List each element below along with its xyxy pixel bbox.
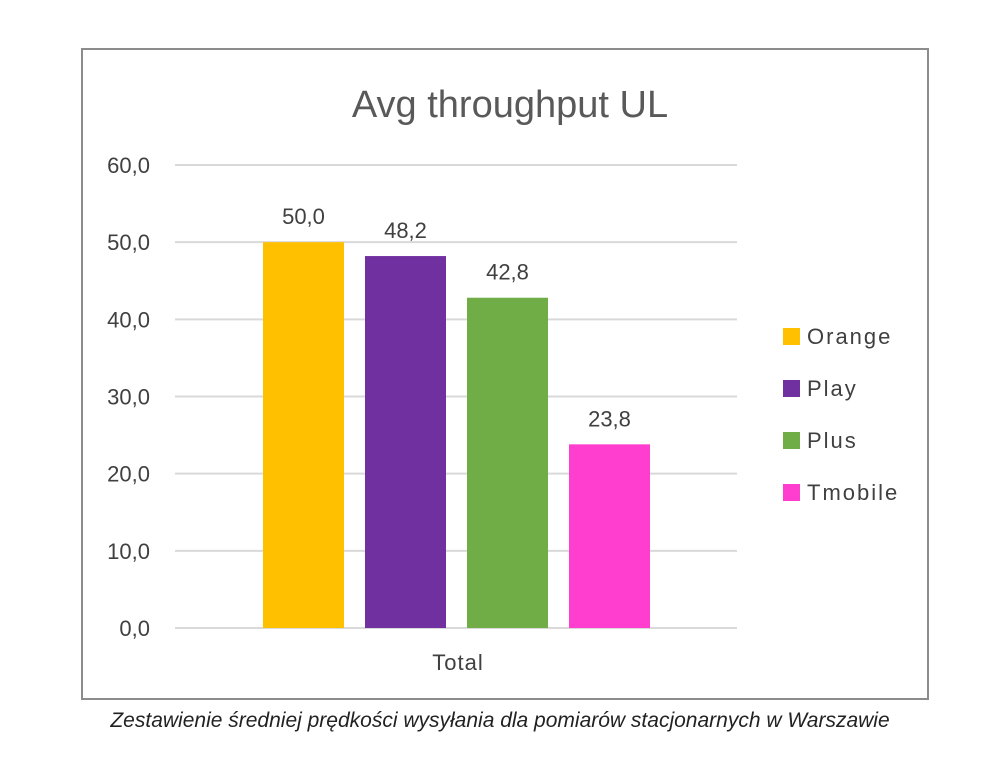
y-tick-label: 30,0 <box>107 385 150 410</box>
bar-tmobile <box>569 444 650 628</box>
bar-data-label: 48,2 <box>384 218 427 243</box>
gridlines <box>175 164 737 629</box>
bar-data-labels: 50,0 48,2 42,8 23,8 <box>282 204 631 431</box>
legend-swatch-orange <box>783 328 800 345</box>
legend-label: Play <box>807 376 858 401</box>
legend-swatch-tmobile <box>783 484 800 501</box>
y-tick-label: 10,0 <box>107 539 150 564</box>
y-tick-label: 50,0 <box>107 230 150 255</box>
legend-label: Tmobile <box>807 480 899 505</box>
bar-data-label: 23,8 <box>588 406 631 431</box>
bar-data-label: 50,0 <box>282 204 325 229</box>
y-tick-label: 60,0 <box>107 153 150 178</box>
legend-swatch-plus <box>783 432 800 449</box>
legend-label: Plus <box>807 428 858 453</box>
x-axis-category-label: Total <box>432 650 483 675</box>
chart-title: Avg throughput UL <box>352 84 668 126</box>
bar-plus <box>467 297 548 628</box>
legend-label: Orange <box>807 324 892 349</box>
y-tick-label: 20,0 <box>107 462 150 487</box>
bars <box>263 242 650 628</box>
y-tick-label: 40,0 <box>107 307 150 332</box>
bar-data-label: 42,8 <box>486 260 529 285</box>
bar-play <box>365 256 446 628</box>
legend: Orange Play Plus Tmobile <box>783 324 899 505</box>
y-tick-label: 0,0 <box>119 616 150 641</box>
legend-swatch-play <box>783 380 800 397</box>
figure-caption: Zestawienie średniej prędkości wysyłania… <box>110 709 890 732</box>
y-axis-tick-labels: 0,0 10,0 20,0 30,0 40,0 50,0 60,0 <box>107 153 150 641</box>
bar-orange <box>263 242 344 628</box>
